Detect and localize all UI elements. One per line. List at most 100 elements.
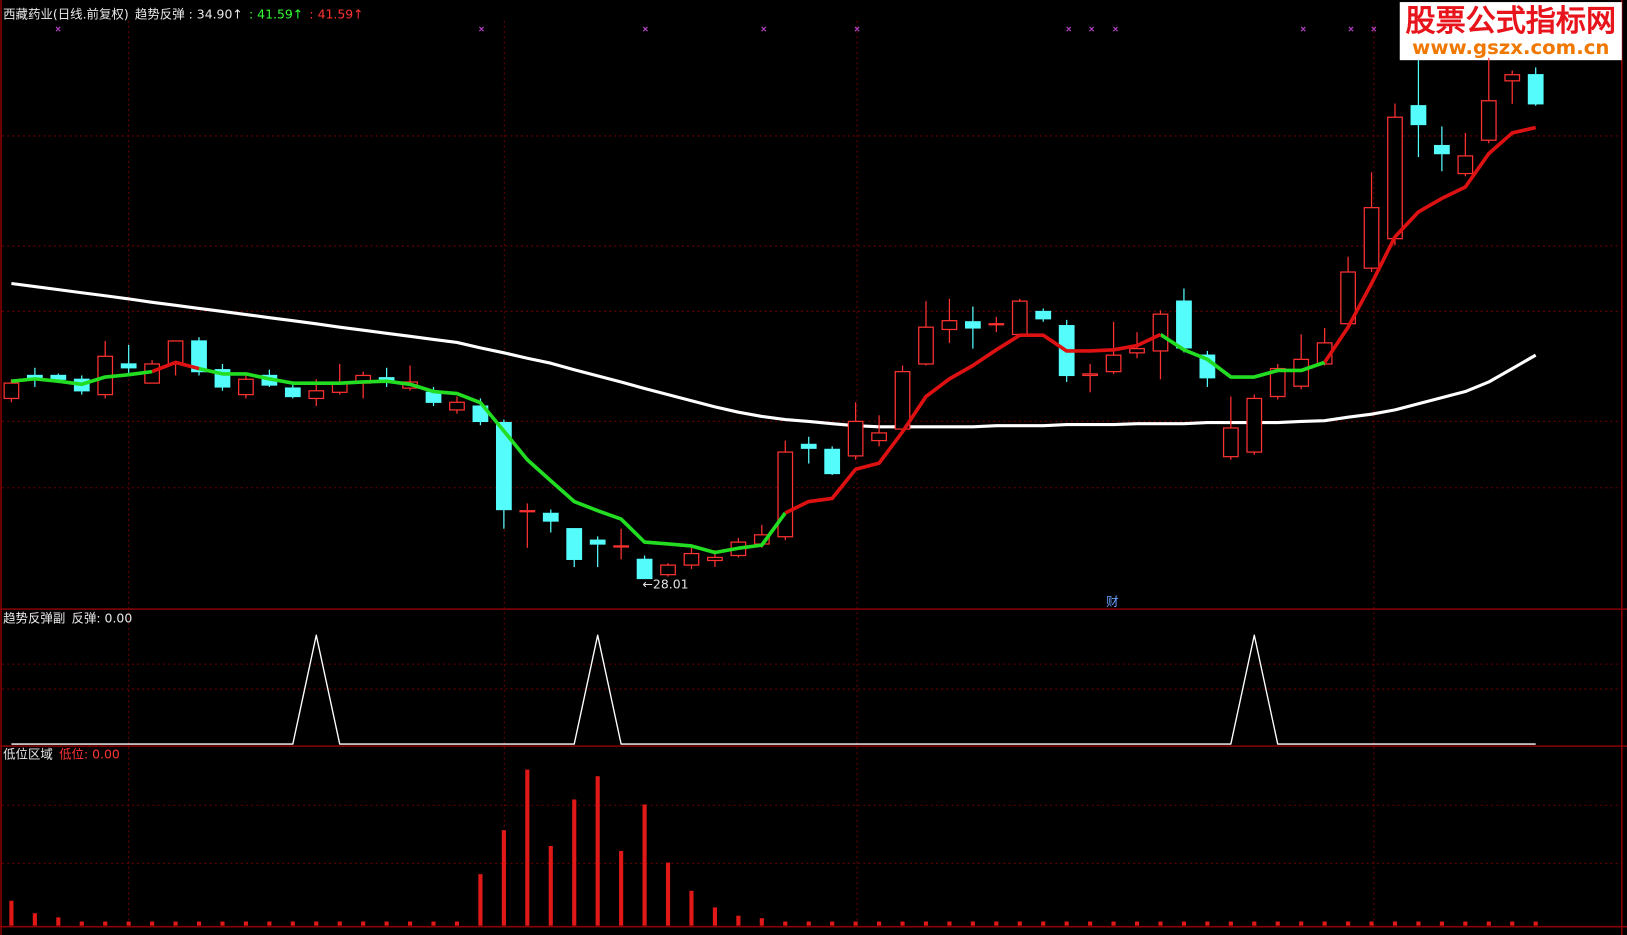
bar bbox=[548, 845, 553, 926]
candle-body bbox=[1410, 105, 1427, 126]
bar bbox=[32, 913, 37, 926]
bar bbox=[689, 890, 694, 926]
bar bbox=[454, 921, 460, 926]
bar bbox=[1299, 921, 1304, 926]
candle-body bbox=[1222, 427, 1239, 458]
legend-item: : 41.59↑ bbox=[249, 7, 303, 22]
candle-body bbox=[1246, 397, 1263, 453]
candle-body bbox=[1293, 358, 1310, 387]
candle-body bbox=[613, 545, 630, 548]
bar bbox=[806, 921, 811, 926]
main-title: 西藏药业(日线.前复权) bbox=[3, 7, 129, 22]
bar bbox=[1205, 921, 1210, 926]
candle-body bbox=[941, 320, 958, 331]
bar bbox=[337, 921, 342, 926]
bar bbox=[126, 921, 131, 926]
bar bbox=[150, 921, 155, 926]
candle-body bbox=[284, 387, 301, 398]
bar bbox=[1181, 921, 1187, 926]
bar bbox=[1111, 921, 1116, 926]
sub1-title: 趋势反弹副 bbox=[3, 611, 65, 626]
candle-body bbox=[425, 391, 442, 403]
bar bbox=[9, 900, 14, 926]
bar bbox=[877, 921, 882, 926]
low-label: ←28.01 bbox=[642, 576, 688, 591]
legend-item: : 41.59↑ bbox=[309, 7, 363, 22]
candle-body bbox=[542, 512, 559, 522]
signal-marker bbox=[55, 26, 1377, 32]
line-series bbox=[151, 125, 1537, 515]
bar bbox=[314, 921, 319, 926]
bar bbox=[853, 921, 858, 926]
bar bbox=[595, 776, 600, 926]
candle-body bbox=[238, 378, 254, 396]
candle-body bbox=[120, 363, 137, 369]
candle-body bbox=[1527, 74, 1544, 105]
grid bbox=[2, 20, 1622, 926]
signal-markers bbox=[55, 26, 1377, 32]
bar bbox=[1322, 921, 1327, 926]
bar bbox=[501, 830, 506, 926]
candle-body bbox=[800, 443, 817, 449]
watermark-box bbox=[1399, 2, 1622, 61]
legend-item: 反弹: 0.00 bbox=[72, 611, 133, 626]
legend-item: 趋势反弹 : 34.90↑ bbox=[135, 7, 243, 22]
bar bbox=[923, 921, 929, 926]
bar bbox=[900, 921, 905, 926]
candle-body bbox=[167, 340, 184, 365]
bar bbox=[196, 921, 202, 926]
candle-body bbox=[988, 323, 1005, 326]
bar bbox=[947, 921, 952, 926]
candle-body bbox=[3, 382, 20, 400]
bar bbox=[1088, 921, 1093, 926]
candle-body bbox=[894, 370, 911, 430]
watermark: 股票公式指标网 www.gszx.com.cn bbox=[1399, 2, 1622, 61]
candle-body bbox=[495, 421, 512, 511]
candle-body bbox=[1363, 207, 1380, 269]
bar bbox=[1134, 921, 1140, 926]
sub1-legend: 趋势反弹副 反弹: 0.00 bbox=[3, 611, 132, 626]
candle-body bbox=[660, 564, 676, 576]
bar bbox=[1017, 921, 1022, 926]
bar bbox=[478, 874, 483, 926]
bar bbox=[1275, 921, 1280, 926]
candle-body bbox=[964, 321, 981, 329]
bar bbox=[1064, 921, 1069, 926]
bar bbox=[103, 921, 108, 926]
bar bbox=[1228, 921, 1233, 926]
legend-item: 低位: 0.00 bbox=[59, 747, 120, 762]
candle-body bbox=[191, 340, 207, 373]
bar bbox=[619, 850, 624, 926]
watermark-url: www.gszx.com.cn bbox=[1412, 36, 1609, 59]
bar bbox=[384, 921, 389, 926]
candle-body bbox=[1129, 348, 1145, 354]
watermark-title: 股票公式指标网 bbox=[1406, 4, 1617, 39]
bar bbox=[1510, 921, 1515, 926]
bar bbox=[783, 921, 788, 926]
candle-body bbox=[777, 451, 794, 538]
bar bbox=[1252, 921, 1257, 926]
bar bbox=[1486, 921, 1491, 926]
bar bbox=[1346, 921, 1351, 926]
line-series bbox=[11, 634, 1536, 745]
bar bbox=[665, 862, 671, 926]
bar bbox=[1416, 921, 1421, 926]
bar bbox=[56, 917, 61, 926]
bar bbox=[1533, 921, 1538, 926]
bar bbox=[361, 921, 366, 926]
bar bbox=[759, 918, 764, 926]
sub2-title: 低位区域 bbox=[3, 747, 53, 762]
candle-body bbox=[589, 539, 606, 545]
candle-body bbox=[1176, 300, 1192, 349]
bar bbox=[290, 921, 295, 926]
bar bbox=[642, 804, 647, 926]
bar bbox=[1463, 921, 1468, 926]
candle-body bbox=[1105, 354, 1122, 373]
bar bbox=[79, 921, 84, 926]
candle-body bbox=[871, 432, 887, 442]
sub2-legend: 低位区域 低位: 0.00 bbox=[3, 747, 120, 762]
bar bbox=[407, 921, 413, 926]
line-series bbox=[11, 332, 1326, 555]
bar bbox=[267, 921, 272, 926]
